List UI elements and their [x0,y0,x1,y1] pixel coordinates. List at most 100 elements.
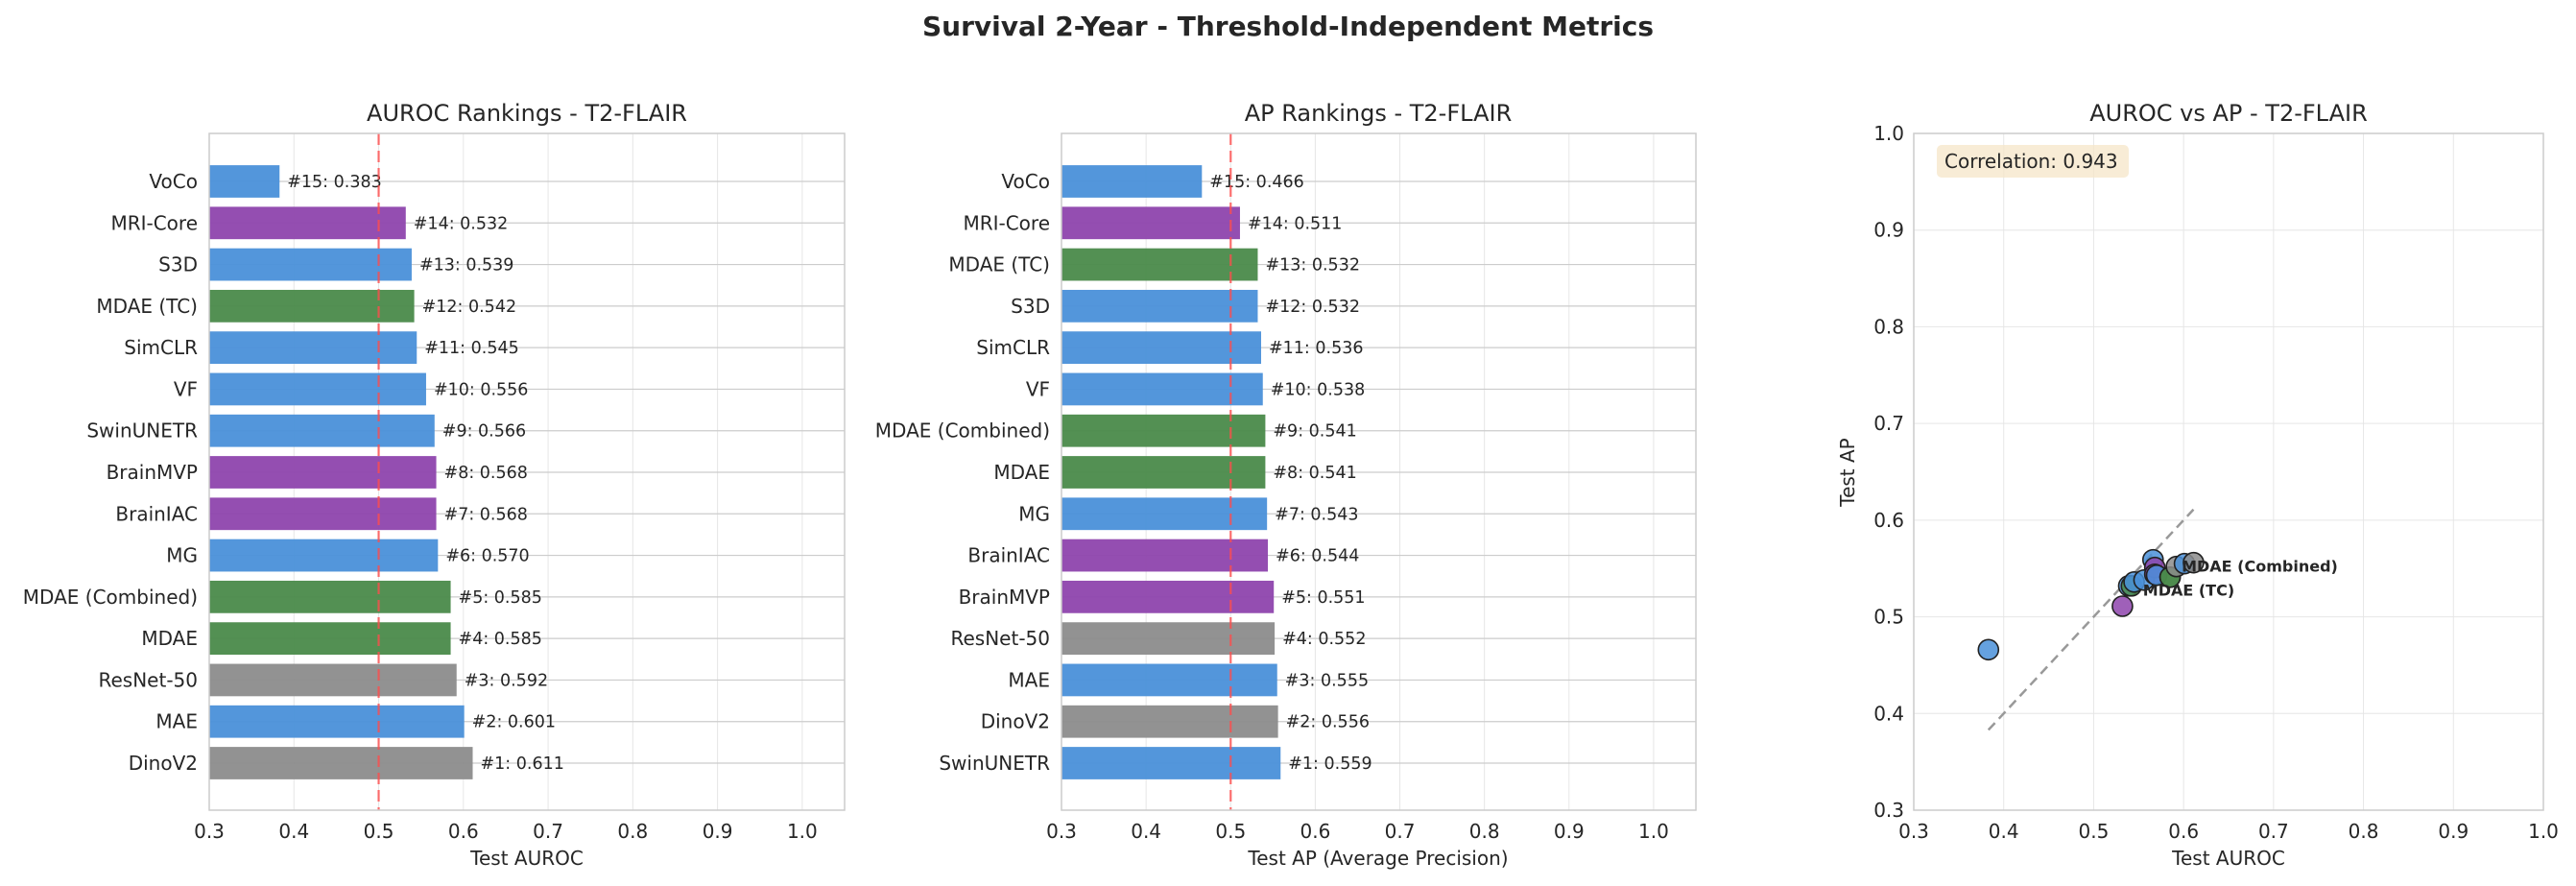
bar-data-label: #6: 0.570 [445,547,529,566]
x-tick-label: 0.9 [2438,820,2469,843]
x-tick-label: 1.0 [787,820,818,843]
x-tick-label: 0.5 [2079,820,2110,843]
bar-data-label: #5: 0.551 [1281,588,1365,608]
x-axis-label: Test AP (Average Precision) [1247,847,1508,870]
y-tick-label: VoCo [1001,170,1050,193]
y-tick-label: VF [1026,377,1050,400]
bar-mg [209,539,439,572]
y-tick-label: ResNet-50 [951,627,1051,650]
y-tick-label: SimCLR [976,336,1050,359]
x-tick-label: 0.5 [364,820,394,843]
y-tick-label: 1.0 [1873,122,1904,145]
y-tick-label: 0.4 [1873,702,1904,725]
x-tick-label: 0.7 [2258,820,2289,843]
panel-title: AUROC vs AP - T2-FLAIR [2089,100,2368,127]
bar-data-label: #15: 0.466 [1209,173,1304,192]
diagonal-reference-line [1987,508,2195,731]
bar-data-label: #3: 0.592 [465,671,548,690]
bar-mdae [209,622,451,656]
y-tick-label: SwinUNETR [86,419,198,443]
x-tick-label: 0.5 [1215,820,1246,843]
x-tick-label: 0.9 [703,820,733,843]
scatter-point [2111,595,2134,617]
bar-data-label: #14: 0.532 [414,214,509,233]
correlation-box: Correlation: 0.943 [1937,145,2129,178]
x-tick-label: 1.0 [1638,820,1669,843]
correlation-text: Correlation: 0.943 [1944,150,2118,173]
bar-data-label: #10: 0.556 [434,380,528,399]
y-tick-label: MAE [155,710,198,733]
y-tick-label: 0.3 [1873,799,1904,822]
bar-vf [209,372,426,406]
bar-brainiac [1061,539,1269,572]
bar-mdae-tc- [1061,248,1258,281]
x-tick-label: 0.3 [194,820,225,843]
bar-s3d [209,248,412,281]
y-tick-label: BrainIAC [115,502,198,525]
y-tick-label: MDAE (TC) [96,295,198,318]
scatter-point [1977,638,2000,661]
x-tick-label: 0.6 [2168,820,2199,843]
bar-vf [1061,372,1263,406]
y-tick-label: SimCLR [124,336,198,359]
bar-voco [209,165,280,198]
bar-data-label: #5: 0.585 [459,588,542,608]
bar-voco [1061,165,1203,198]
bar-simclr [1061,331,1261,365]
bar-dinov2 [1061,705,1278,738]
x-tick-label: 0.8 [2349,820,2379,843]
figure-suptitle: Survival 2-Year - Threshold-Independent … [922,11,1654,42]
bar-data-label: #7: 0.568 [444,505,528,524]
bar-mdae [1061,456,1266,489]
bar-data-label: #14: 0.511 [1248,214,1343,233]
y-tick-label: BrainMVP [959,586,1050,609]
y-tick-label: MDAE [993,461,1050,484]
bar-swinunetr [209,414,435,447]
y-tick-label: MDAE [141,627,198,650]
x-tick-label: 0.4 [1131,820,1161,843]
scatter-point [2182,551,2205,574]
axes-frame [208,132,846,811]
x-tick-label: 0.4 [278,820,309,843]
x-tick-label: 0.8 [617,820,648,843]
y-tick-label: MDAE (Combined) [875,419,1050,443]
y-tick-label: S3D [158,253,198,276]
ap-rankings-panel: #15: 0.466 #14: 0.511 #13: 0.532 #12: 0.532… [875,100,1697,870]
bar-data-label: #15: 0.383 [287,173,382,192]
y-tick-label: MG [1018,502,1050,525]
y-tick-label: 0.7 [1873,412,1904,435]
bar-brainiac [209,497,437,531]
bar-swinunetr [1061,747,1281,779]
bar-data-label: #6: 0.544 [1276,547,1359,566]
bar-mdae-combined- [209,580,451,613]
bar-data-label: #2: 0.556 [1286,713,1370,732]
y-tick-label: MRI-Core [963,211,1050,234]
x-tick-label: 0.7 [1385,820,1416,843]
y-tick-label: 0.5 [1873,606,1904,629]
bar-mae [209,705,465,738]
x-tick-label: 0.6 [448,820,479,843]
bar-data-label: #12: 0.532 [1265,298,1360,317]
bar-data-label: #1: 0.559 [1288,754,1371,774]
y-tick-label: SwinUNETR [939,752,1050,775]
panel-title: AUROC Rankings - T2-FLAIR [367,100,687,127]
y-tick-label: ResNet-50 [99,668,199,691]
x-tick-label: 0.4 [1989,820,2019,843]
y-tick-label: 0.6 [1873,509,1904,532]
bar-data-label: #4: 0.585 [459,630,542,649]
point-annotation: MDAE (TC) [2143,581,2234,599]
x-tick-label: 1.0 [2528,820,2559,843]
bar-dinov2 [209,747,473,779]
bar-data-label: #1: 0.611 [481,754,564,774]
y-tick-label: S3D [1011,295,1050,318]
y-tick-label: MRI-Core [110,211,198,234]
bar-mae [1061,663,1277,697]
bar-brainmvp [209,456,437,489]
bar-data-label: #9: 0.541 [1273,422,1356,442]
bar-brainmvp [1061,580,1275,613]
y-tick-label: VF [174,377,198,400]
x-tick-label: 0.9 [1554,820,1585,843]
bar-resnet-50 [209,663,457,697]
axes-frame [1061,132,1697,811]
x-tick-label: 0.8 [1469,820,1500,843]
